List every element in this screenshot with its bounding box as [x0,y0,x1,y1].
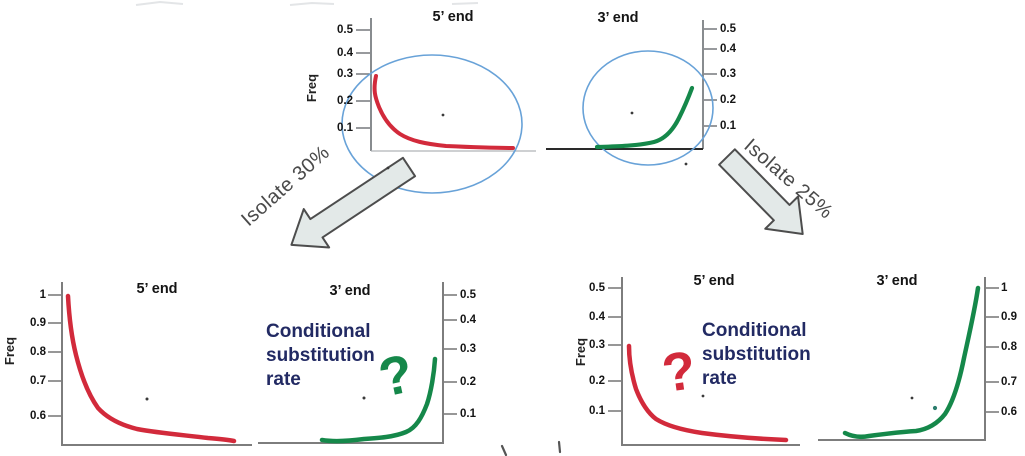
tick-label: 0.2 [589,375,605,387]
highlight-ellipse-left [341,54,523,194]
plot-bottom-right-5-tickmarks [608,287,621,412]
plot-title-bottom-left-3: 3’ end [329,283,371,299]
plot-title-top-left: 5’ end [432,9,474,25]
plot-top-right-axes [546,20,717,150]
curve-5end-top [372,74,515,150]
tick-label: 0.4 [589,311,605,323]
curve-3end-top [594,85,695,150]
plot-title-bottom-left-5: 5’ end [136,281,178,297]
plot-bottom-right-3-axes [818,277,999,441]
tick-label: 0.8 [1001,341,1017,353]
plot-bottom-left-3-tickmarks [444,294,457,415]
tick-label: 0.1 [337,122,353,134]
tick-label: 1 [39,289,46,301]
tick-label: 0.2 [337,95,353,107]
tick-label: 0.5 [720,23,736,35]
tick-label: 0.5 [460,289,476,301]
plot-top-right-tickmarks [704,28,717,127]
isolate-right-arrow [718,148,804,236]
tick-label: 0.4 [460,314,476,326]
tick-label: 0.4 [720,43,736,55]
tick-label: 0.7 [1001,376,1017,388]
tick-label: 0.6 [1001,406,1017,418]
plot-top-left-axes [356,18,536,152]
curve-3end-bottom-left [319,356,438,444]
tick-label: 0.3 [460,343,476,355]
tick-label: 0.9 [30,317,46,329]
plot-bottom-right-3-tickmarks [986,287,999,413]
cropped-text-artifact-top [135,0,479,6]
plot-bottom-left-3-axes [258,282,457,444]
curve-3end-bottom-right [842,285,981,440]
plot-title-bottom-right-5: 5’ end [693,273,735,289]
tick-label: 0.2 [720,94,736,106]
tick-label: 0.3 [589,339,605,351]
plot-title-bottom-right-3: 3’ end [876,273,918,289]
tick-label: 0.1 [589,405,605,417]
tick-label: 0.3 [720,68,736,80]
y-axis-label-top-left: Freq [304,73,319,103]
plot-bottom-right-5-axes [608,277,800,446]
tick-label: 0.4 [337,47,353,59]
tick-label: 0.7 [30,375,46,387]
tick-label: 0.6 [30,410,46,422]
conditional-rate-label-left: Conditional substitution rate [266,321,375,390]
speckle-dots [145,111,938,411]
tick-label: 0.1 [460,408,476,420]
cropped-text-artifact-bottom [500,440,562,456]
highlight-circle-right [582,50,714,166]
tick-label: 0.8 [30,346,46,358]
curve-5end-bottom-right [626,343,789,443]
plot-bottom-left-5-axes [48,282,252,446]
plot-top-left-tickmarks [356,29,370,129]
conditional-rate-label-right: Conditional substitution rate [702,320,811,389]
question-mark-red: ? [658,339,700,405]
tick-label: 0.9 [1001,311,1017,323]
tick-label: 0.3 [337,68,353,80]
tick-label: 0.5 [337,24,353,36]
tick-label: 0.1 [720,120,736,132]
tick-label: 1 [1001,282,1008,294]
tick-label: 0.2 [460,376,476,388]
curve-5end-bottom-left [65,293,237,444]
tick-label: 0.5 [589,282,605,294]
plot-title-top-right: 3’ end [597,10,639,26]
plot-bottom-left-5-tickmarks [48,294,61,417]
